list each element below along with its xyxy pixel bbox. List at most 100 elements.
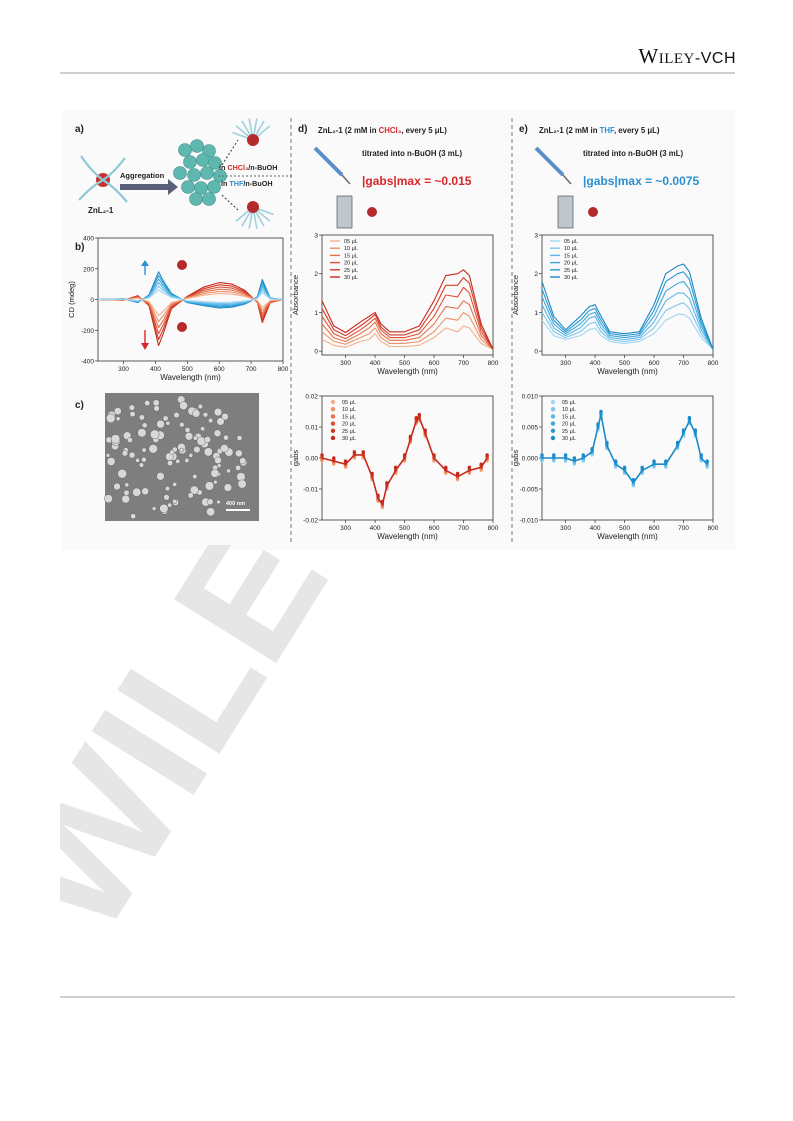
sem-particle [196,436,206,446]
sem-particle [208,418,214,424]
e-abs-legend-label: 30 μL [564,275,578,281]
d-g-trend-line [321,416,488,506]
e-g-legend-marker [550,414,556,419]
aggregate-sphere-icon [200,166,214,180]
d-abs-legend-label: 10 μL [344,246,358,252]
sem-particle [110,434,121,444]
e-g-xtick-label: 700 [678,525,689,532]
sem-particle [138,414,145,421]
aggregate-sphere-icon [178,143,192,157]
e-g-point [572,456,577,460]
e-abs-series-line [541,263,714,350]
d-abs-ylabel: Absorbance [291,275,300,315]
e-abs-series-line [541,280,714,350]
sem-particle [239,457,247,465]
e-g-xtick-label: 300 [560,525,571,532]
d-abs-series-line [321,269,494,350]
watermark-text: WILEY [60,545,426,965]
sem-particle [188,453,194,458]
e-g-legend-marker [550,399,556,405]
sem-particle [184,457,190,463]
panel-d-header: d) ZnL₂-1 (2 mM in CHCl₃, every 5 μL) titr… [298,124,472,229]
panel-d-gabs-chart: 300 400 500 600 700 800 0.02 0.01 0.00 -0.01 -0.02… [291,394,499,542]
sem-particle [121,450,129,457]
e-g-point [563,453,568,457]
d-g-legend-marker [330,399,336,405]
sem-particle [197,404,203,410]
d-abs-xtick-label: 700 [458,360,469,367]
e-abs-xtick-label: 800 [708,360,719,367]
d-g-legend-label: 15 μL [342,414,356,420]
d-g-xtick-label: 400 [370,525,381,532]
panel-e-gabs-max: |gabs|max = ~0.0075 [583,174,699,188]
helical-stack-top-core-icon [247,134,259,146]
wiley-watermark: WILEY [60,545,426,965]
sem-particle [179,422,185,428]
aggregate-sphere-icon [207,180,221,194]
molecule-arm-icon [102,179,128,203]
condition-chcl3-part: in [219,163,227,172]
sem-particle [106,457,116,466]
cd-axis-xtick-label: 700 [246,366,257,373]
sem-particle [169,449,175,455]
e-g-xlabel: Wavelength (nm) [597,532,658,541]
sem-particle [129,411,136,417]
e-abs-legend-label: 10 μL [564,246,578,252]
sem-particle [141,447,147,453]
e-abs-ytick-label: 3 [534,233,538,240]
d-abs-frame [321,234,494,356]
sem-particle [167,460,173,466]
panel-a-label: a) [75,124,84,135]
d-g-xtick-label: 600 [429,525,440,532]
panel-d-pipette-tip-icon [341,174,351,185]
panel-b-label: b) [75,242,84,253]
d-g-point [444,465,448,469]
sem-particle [193,446,201,454]
cd-axis-xlabel: Wavelength (nm) [160,373,221,382]
sem-particle [184,432,194,441]
d-abs-ytick-label: 2 [314,271,318,278]
d-g-point [485,453,489,457]
e-g-legend-marker [550,407,556,412]
d-g-legend-marker [330,428,336,433]
sem-particle [172,482,177,487]
sem-particle [213,408,223,417]
d-g-ytick-label: 0.01 [305,425,318,432]
sem-particle [156,419,165,429]
d-abs-legend-label: 20 μL [344,261,358,267]
sem-particle [179,401,188,410]
panel-d-vial-icon [336,195,353,229]
d-g-xlabel: Wavelength (nm) [377,532,438,541]
panel-c-sem-image: c) 400 nm [75,393,259,521]
sem-particle [164,486,170,492]
panel-c-label: c) [75,400,84,411]
e-abs-xtick-label: 600 [649,360,660,367]
molecule-name: ZnL₂-1 [88,206,114,215]
d-g-point [352,450,357,454]
panel-e-absorbance-chart: 300 400 500 600 700 800 3 2 1 0 Wavelength (nm) Abs… [511,233,719,377]
cd-red-series-line [97,282,284,347]
brand-w: W [638,44,659,68]
cd-axis-ytick-label: -200 [81,328,94,335]
d-abs-xtick-label: 300 [340,360,351,367]
e-g-xtick-label: 500 [619,525,630,532]
condition-thf-part: THF [229,179,244,188]
header-rule [60,72,735,74]
d-g-legend-marker [330,414,336,419]
panel-d-pipette-icon [313,146,344,177]
e-abs-series-line [541,313,714,350]
sem-particle [202,412,209,418]
cd-axis-ylabel: CD (mdeg) [67,281,76,318]
cd-red-series-line [97,284,284,341]
aggregate-sphere-icon [173,166,187,180]
e-g-legend-marker [550,428,556,433]
sem-particle [167,502,173,508]
sem-particle [148,444,158,454]
molecule-arm-icon [78,179,104,201]
cd-inset-stack-top-icon [177,260,187,270]
cd-red-series-line [97,293,284,317]
d-g-legend-marker [330,435,336,441]
d-abs-legend-label: 30 μL [344,275,358,281]
sem-particle [216,463,222,468]
d-g-ytick-label: 0.02 [305,394,318,401]
